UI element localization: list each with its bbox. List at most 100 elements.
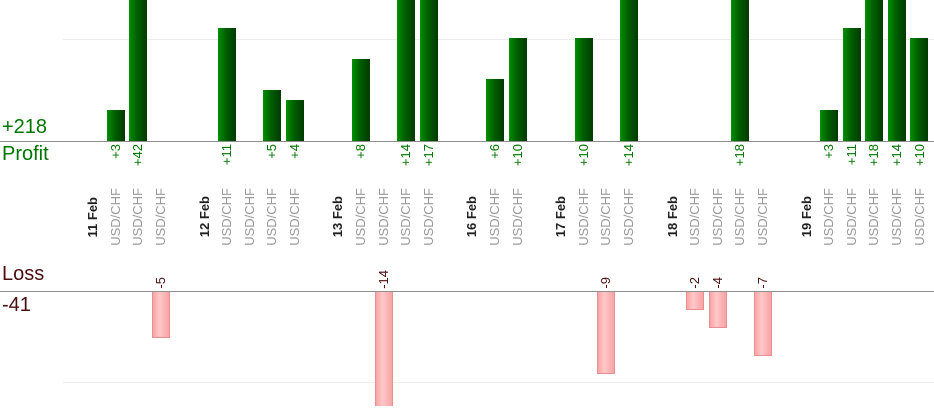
trade-column-pval: [752, 141, 775, 181]
instrument-label: USD/CHF: [152, 188, 168, 246]
trade-column-pbar: [618, 0, 641, 141]
trade-column-lbar: [573, 292, 596, 406]
trade-column-lval: [618, 253, 641, 291]
trade-column-xlab: USD/CHF: [261, 181, 284, 253]
trade-column-xlab: USD/CHF: [216, 181, 239, 253]
trade-column-lbar: [729, 292, 752, 406]
trade-column-lbar: [841, 292, 864, 406]
trade-column-xlab: USD/CHF: [127, 181, 150, 253]
date-column: 12 Feb: [193, 0, 216, 406]
profit-value-label: +10: [575, 144, 591, 167]
trade-column-lbar: [105, 292, 128, 406]
trade-column: +5 USD/CHF: [261, 0, 284, 406]
chart-columns: 11 Feb +3 USD/CHF +42 USD/CHF USD/CHF -5 12 Feb…: [63, 0, 931, 406]
trade-column-lval: [484, 253, 507, 291]
trade-column-pval: +11: [216, 141, 239, 181]
trade-column-lval: [284, 253, 307, 291]
trade-column-lbar: [350, 292, 373, 406]
trade-column-xlab: USD/CHF: [373, 181, 396, 253]
instrument-label: USD/CHF: [130, 188, 146, 246]
date-column-pval: [795, 141, 818, 181]
trade-column-pbar: [595, 0, 618, 141]
instrument-label: USD/CHF: [509, 188, 525, 246]
profit-bar: [910, 38, 929, 141]
trade-column-lval: -2: [684, 253, 707, 291]
profit-bar: [351, 58, 370, 141]
trade-column-lbar: [150, 292, 173, 406]
trade-column-pbar: [707, 0, 730, 141]
trade-column: +10 USD/CHF: [573, 0, 596, 406]
trade-column-lval: [350, 253, 373, 291]
trade-column-xlab: USD/CHF: [886, 181, 909, 253]
instrument-label: USD/CHF: [754, 188, 770, 246]
instrument-label: USD/CHF: [264, 188, 280, 246]
trade-column-pval: +10: [507, 141, 530, 181]
date-label: 11 Feb: [85, 196, 101, 238]
date-column-lval: [795, 253, 818, 291]
trade-column-lval: [729, 253, 752, 291]
trade-column-pbar: [350, 0, 373, 141]
profit-value-label: +17: [420, 144, 436, 167]
date-column: 19 Feb: [795, 0, 818, 406]
date-column: 16 Feb: [461, 0, 484, 406]
trade-column-pbar: [127, 0, 150, 141]
trade-column-xlab: USD/CHF: [573, 181, 596, 253]
loss-value-label: -4: [709, 277, 725, 289]
profit-bar: [285, 99, 304, 141]
date-column-lval: [193, 253, 216, 291]
trade-column-lval: -7: [752, 253, 775, 291]
trade-column-pbar: [841, 0, 864, 141]
date-column-lval: [82, 253, 105, 291]
trade-column-lbar: [261, 292, 284, 406]
profit-value-label: +6: [487, 144, 503, 159]
trade-column-lbar: [707, 292, 730, 406]
profit-bar: [842, 27, 861, 141]
trade-column-lval: [908, 253, 931, 291]
trade-column-xlab: USD/CHF: [105, 181, 128, 253]
instrument-label: USD/CHF: [598, 188, 614, 246]
trade-column-pval: +8: [350, 141, 373, 181]
trade-column-lval: [239, 253, 262, 291]
instrument-label: USD/CHF: [375, 188, 391, 246]
trade-column-pval: +4: [284, 141, 307, 181]
instrument-label: USD/CHF: [911, 188, 927, 246]
trade-column: +3 USD/CHF: [818, 0, 841, 406]
trade-column: +6 USD/CHF: [484, 0, 507, 406]
profit-bar: [129, 0, 148, 141]
date-column-xlab: 16 Feb: [461, 181, 484, 253]
date-column-pbar: [461, 0, 484, 141]
trade-column-lval: [573, 253, 596, 291]
trade-column-lval: [863, 253, 886, 291]
trade-column-lval: [841, 253, 864, 291]
date-label: 16 Feb: [464, 196, 480, 238]
trade-column-pbar: [105, 0, 128, 141]
profit-value-label: +10: [509, 144, 525, 167]
profit-bar: [106, 110, 125, 141]
profit-bar: [397, 0, 416, 141]
trade-column-pval: +3: [105, 141, 128, 181]
trade-column-lbar: [818, 292, 841, 406]
trade-column-pbar: [684, 0, 707, 141]
trade-column-xlab: USD/CHF: [395, 181, 418, 253]
profit-value-label: +14: [888, 144, 904, 167]
instrument-label: USD/CHF: [621, 188, 637, 246]
profit-axis-line: [0, 141, 934, 142]
profit-bar: [820, 110, 839, 141]
loss-axis-line: [0, 291, 934, 292]
trade-column-pbar: [908, 0, 931, 141]
date-column-xlab: 19 Feb: [795, 181, 818, 253]
profit-bar: [419, 0, 438, 141]
date-label: 19 Feb: [798, 196, 814, 238]
trade-column-pbar: [818, 0, 841, 141]
trade-column-lbar: [595, 292, 618, 406]
trade-column-pval: +10: [573, 141, 596, 181]
trade-column-xlab: USD/CHF: [684, 181, 707, 253]
trade-column-lval: [418, 253, 441, 291]
trade-column-pval: [684, 141, 707, 181]
trade-column-pval: +18: [863, 141, 886, 181]
trade-column-lbar: [752, 292, 775, 406]
trade-column-pbar: [150, 0, 173, 141]
instrument-label: USD/CHF: [398, 188, 414, 246]
trade-column-pval: +14: [618, 141, 641, 181]
trade-column-pval: [239, 141, 262, 181]
